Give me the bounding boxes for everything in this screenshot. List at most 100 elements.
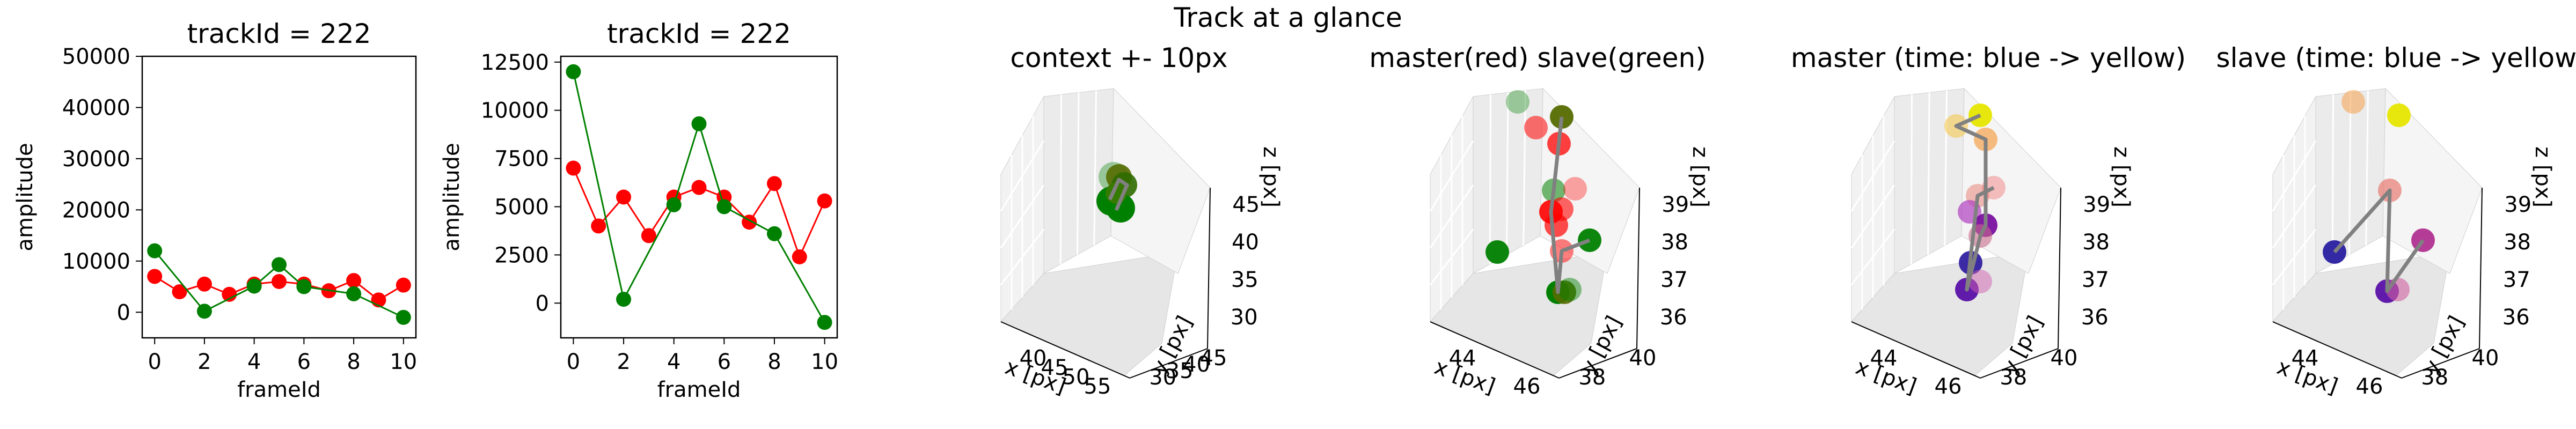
x-axis-line	[2272, 321, 2402, 379]
y-tick-label: 40	[1629, 346, 1657, 371]
data-point	[1485, 240, 1509, 264]
grid-line	[2331, 94, 2334, 264]
y-tick-label: 20000	[62, 198, 130, 223]
data-point	[1545, 213, 1568, 237]
y-tick-label: 10000	[481, 99, 549, 123]
data-point	[196, 304, 212, 319]
series-line	[572, 71, 825, 323]
y-axis-line	[1558, 348, 1637, 379]
y-tick-label: 30	[1149, 365, 1176, 390]
z-tick-label: 36	[2081, 305, 2109, 330]
grid-line	[1944, 90, 1948, 246]
x-tick-label: 44	[2292, 346, 2319, 371]
z-tick-label: 37	[1660, 268, 1688, 292]
y-tick-label: 50000	[62, 45, 130, 69]
data-point	[591, 218, 606, 234]
y-axis-line	[2401, 348, 2480, 379]
y-tick-label: 40000	[62, 95, 130, 120]
x-tick-label: 0	[567, 350, 580, 374]
plot-frame	[141, 55, 417, 339]
x-tick-label: 55	[1084, 374, 1111, 399]
grid-line	[1506, 92, 1509, 255]
chart-2: trackId = 222 0 2 4 6 8 10 0 2500 5000 7500 10000 12…	[440, 18, 838, 402]
z-tick-label: 38	[2504, 230, 2531, 255]
data-point	[766, 176, 782, 191]
x-tick-label: 44	[1870, 346, 1898, 371]
y-tick-label: 5000	[494, 195, 549, 219]
x-tick-label: 6	[297, 350, 311, 374]
grid-line	[1000, 184, 1045, 249]
x-tick-label: 40	[1020, 346, 1047, 371]
z-tick-label: 38	[1661, 230, 1688, 255]
x-tick-label: 44	[1449, 346, 1476, 371]
data-point	[246, 278, 262, 294]
x-axis-label: frameId	[237, 378, 321, 402]
z-tick-label: 37	[2503, 268, 2530, 292]
data-point	[1558, 278, 1582, 301]
grid-line	[1850, 228, 1896, 286]
x-tick-label: 46	[2356, 374, 2383, 399]
x-tick-label: 4	[667, 350, 680, 374]
z-tick-label: 36	[2502, 305, 2530, 330]
x-tick-label: 10	[811, 350, 838, 374]
data-point	[147, 243, 163, 258]
x-tick-label: 4	[247, 350, 261, 374]
chart-title: slave (time: blue -> yellow)	[2216, 42, 2576, 73]
grid-line	[1927, 92, 1930, 255]
data-point	[1506, 90, 1529, 114]
y-tick-label: 38	[2000, 365, 2027, 390]
trajectory-line	[1108, 177, 1129, 211]
chart-title: master (time: blue -> yellow)	[1791, 42, 2186, 73]
data-point	[346, 273, 362, 289]
grid-line	[1077, 92, 1080, 255]
grid-line	[1850, 184, 1896, 249]
data-point	[792, 249, 807, 264]
y-tick-label: 7500	[494, 147, 549, 172]
y-axis-line	[1129, 348, 1208, 379]
figure-suptitle: Track at a glance	[1173, 2, 1402, 33]
z-axis-label: z [px]	[2530, 146, 2555, 208]
z-tick-label: 37	[2082, 268, 2109, 292]
grid-line	[1429, 184, 1474, 249]
y-tick-label: 38	[2421, 365, 2448, 390]
z-tick-label: 39	[1662, 193, 1689, 217]
z-tick-label: 36	[1660, 305, 1687, 330]
trajectory-line	[2333, 188, 2425, 293]
x-tick-label: 2	[197, 350, 211, 374]
y-tick-label: 12500	[481, 50, 549, 75]
x-tick-label: 46	[1935, 374, 1962, 399]
x-axis-label: frameId	[657, 378, 741, 402]
z-tick-label: 38	[2082, 230, 2110, 255]
data-point	[172, 284, 187, 300]
data-point	[566, 160, 581, 176]
y-axis-label: amplitude	[440, 143, 464, 251]
data-point	[196, 276, 212, 292]
grid-line	[1093, 90, 1097, 246]
x-tick-label: 0	[148, 350, 161, 374]
data-point	[817, 315, 832, 330]
y-tick-label: 10000	[62, 249, 130, 274]
grid-line	[2272, 184, 2317, 249]
z-axis-label: z [px]	[2109, 146, 2134, 208]
data-point	[666, 197, 682, 212]
y-tick-label: 35	[1166, 359, 1194, 383]
chart-title: master(red) slave(green)	[1369, 42, 1706, 73]
z-tick-label: 30	[1231, 305, 1258, 330]
trajectory-line	[1954, 113, 1995, 292]
chart-title: trackId = 222	[607, 18, 791, 49]
y-tick-label: 38	[1578, 365, 1606, 390]
data-point	[1524, 116, 1548, 139]
data-point	[2341, 90, 2365, 114]
y-tick-label: 40	[1183, 352, 1210, 377]
x-tick-label: 46	[1513, 374, 1541, 399]
y-tick-label: 40	[2051, 346, 2078, 371]
data-point	[222, 286, 237, 302]
trajectory-line	[1549, 116, 1591, 294]
data-point	[691, 116, 707, 131]
z-tick-label: 39	[2504, 193, 2531, 217]
grid-line	[1429, 228, 1474, 286]
data-point	[616, 292, 632, 307]
chart-1: trackId = 222 0 2 4 6 8 10 0 10000 20000 30000 4000…	[13, 18, 417, 402]
